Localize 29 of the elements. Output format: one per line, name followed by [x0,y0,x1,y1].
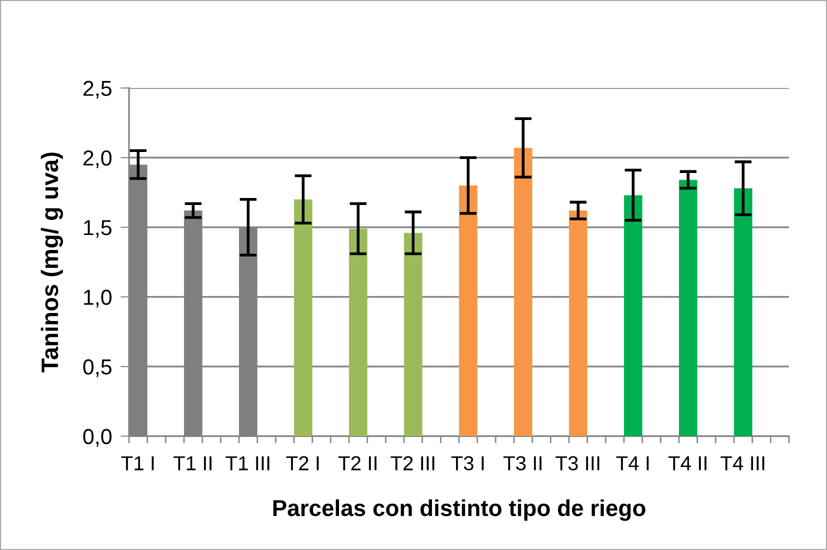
bar [514,148,532,436]
y-tick-label: 1,0 [84,290,112,308]
y-tick-label: 0,5 [83,359,112,378]
bar [294,199,312,436]
x-tick-label: T3 III [556,456,600,470]
x-tick-label: T1 II [173,456,212,470]
x-tick-label: T3 II [503,456,542,470]
x-tick-label: T4 III [720,456,764,470]
x-tick-label: T2 II [338,456,376,470]
y-tick-label: 2,5 [84,80,112,99]
x-axis-title: Parcelas con distinto tipo de riego [273,499,646,521]
x-tick-label: T1 III [226,456,270,470]
y-tick-label: 2,0 [84,150,112,168]
x-tick-label: T4 I [616,456,649,470]
x-tick-label: T2 III [390,456,434,470]
bar [734,188,752,436]
bar [404,232,422,436]
bar [458,185,478,436]
x-tick-label: T4 II [668,456,706,470]
bar [348,228,368,436]
x-tick-label: T2 I [286,456,319,470]
y-tick-label: 1,5 [84,220,112,238]
x-tick-label: T1 I [121,456,154,470]
y-tick-label: 0,0 [83,428,112,447]
bar [678,180,698,436]
bar [624,195,642,436]
y-axis-title: Taninos (mg/ g uva) [40,152,63,372]
bar [568,210,588,436]
x-tick-label: T3 I [451,456,484,470]
